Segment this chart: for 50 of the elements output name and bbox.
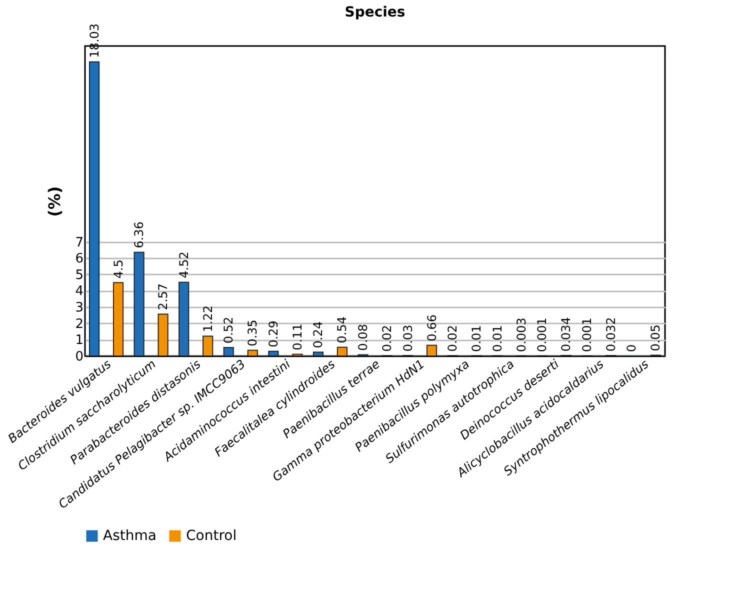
data-label: 0.35 bbox=[246, 320, 260, 346]
bar bbox=[112, 282, 124, 356]
bar bbox=[158, 314, 168, 356]
bar bbox=[247, 350, 258, 356]
data-label: 0.29 bbox=[266, 320, 280, 348]
y-tick-label: 1 bbox=[75, 333, 84, 348]
bar bbox=[268, 350, 279, 356]
y-axis-title: (%) bbox=[45, 186, 64, 217]
y-tick-label: 3 bbox=[75, 300, 84, 316]
data-label: 0.02 bbox=[380, 324, 394, 352]
data-label: 0.66 bbox=[424, 314, 439, 342]
data-label: 0.03 bbox=[400, 324, 415, 352]
data-label: 1.22 bbox=[200, 305, 215, 332]
bar bbox=[312, 352, 324, 356]
data-label: 6.36 bbox=[132, 222, 146, 248]
data-label: 0.001 bbox=[580, 318, 594, 352]
data-label: 0.02 bbox=[446, 324, 460, 352]
chart-title: Species bbox=[344, 4, 406, 20]
data-label: 0.52 bbox=[222, 316, 236, 344]
y-tick-label: 5 bbox=[75, 268, 84, 283]
y-tick-label: 4 bbox=[75, 284, 84, 300]
y-tick-label: 6 bbox=[75, 252, 84, 267]
data-label: 0.05 bbox=[648, 324, 663, 352]
data-label: 0.01 bbox=[470, 325, 484, 352]
data-label: 0.11 bbox=[290, 323, 304, 350]
bar bbox=[223, 347, 234, 356]
bar bbox=[336, 346, 348, 356]
y-tick-label: 7 bbox=[75, 235, 84, 250]
data-label: 0.001 bbox=[535, 318, 550, 352]
data-label: 18.03 bbox=[87, 23, 102, 58]
data-label: 0.54 bbox=[335, 316, 350, 344]
data-label: 0 bbox=[624, 344, 639, 352]
legend-label: Asthma bbox=[103, 528, 156, 544]
y-tick-label: 0 bbox=[75, 350, 84, 364]
data-label: 4.52 bbox=[176, 252, 191, 278]
data-label: 0.24 bbox=[311, 321, 326, 348]
legend-label: Control bbox=[186, 528, 237, 544]
bar bbox=[178, 282, 190, 356]
bar bbox=[134, 252, 144, 356]
data-label: 4.5 bbox=[111, 259, 126, 279]
bar bbox=[426, 344, 438, 356]
data-label: 2.57 bbox=[156, 283, 170, 310]
data-label: 0.003 bbox=[514, 318, 528, 352]
data-label: 0.08 bbox=[356, 324, 370, 351]
bar bbox=[88, 61, 100, 356]
data-label: 0.01 bbox=[490, 325, 504, 352]
bar bbox=[202, 336, 214, 356]
data-label: 0.032 bbox=[604, 317, 618, 352]
data-label: 0.034 bbox=[559, 317, 574, 352]
y-tick-label: 2 bbox=[75, 316, 84, 332]
